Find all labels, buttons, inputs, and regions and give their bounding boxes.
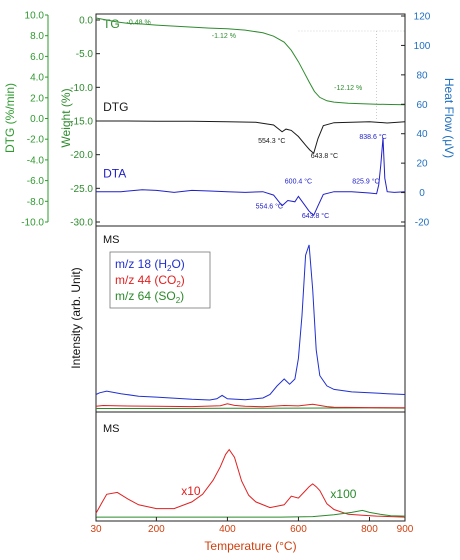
so2-scale-label: x100: [330, 487, 356, 501]
top-panel-frame: [95, 13, 406, 227]
dtg-tick-label: -6.0: [27, 176, 45, 187]
ms-legend: m/z 18 (H2O)m/z 44 (CO2)m/z 64 (SO2): [109, 251, 211, 309]
ms-co2-series: [95, 403, 406, 409]
heatflow-tick-label: -20: [415, 218, 430, 229]
x-tick-label: 30: [90, 524, 102, 535]
x-tick-label: 200: [148, 524, 165, 535]
co2-scale-label: x10: [181, 484, 201, 498]
dtg-series: [96, 120, 406, 155]
middle-panel-title: MS: [103, 234, 120, 246]
heatflow-tick-label: 20: [416, 159, 428, 170]
ms-y-axis-label: Intensity (arb. Unit): [69, 267, 83, 368]
legend-entry: m/z 44 (CO2): [115, 273, 185, 289]
heatflow-tick-label: 0: [419, 188, 425, 199]
heatflow-tick-label: 60: [416, 100, 428, 111]
heatflow-tick-label: 80: [416, 70, 428, 81]
weight-tick-label: 0.0: [79, 16, 93, 27]
ms-h2o-series: [95, 244, 406, 401]
peak-annotation: -12.12 %: [334, 85, 362, 92]
weight-tick-label: -25.0: [70, 184, 93, 195]
dtg-tick-label: -4.0: [27, 155, 45, 166]
x-tick-label: 900: [397, 524, 414, 535]
weight-tick-label: -10.0: [70, 83, 93, 94]
legend-entry: m/z 64 (SO2): [115, 289, 184, 305]
dtg-tick-label: 6.0: [30, 52, 44, 63]
dtg-tick-label: 8.0: [30, 31, 44, 42]
x-tick-label: 400: [219, 524, 236, 535]
bottom-panel-frame: [95, 411, 406, 522]
tg-label: TG: [103, 17, 120, 31]
weight-tick-label: -5.0: [76, 49, 94, 60]
dtg-axis-label: DTG (%/min): [3, 83, 17, 153]
dtg-tick-label: -2.0: [27, 135, 45, 146]
dta-series: [96, 137, 406, 217]
peak-annotation: 554.3 °C: [258, 137, 285, 145]
dtg-tick-label: 4.0: [30, 73, 44, 84]
bottom-panel-title: MS: [103, 423, 120, 435]
ms-so2-x100-series: [96, 509, 406, 518]
x-axis-label: Temperature (°C): [204, 539, 296, 553]
x-tick-label: 800: [361, 524, 378, 535]
weight-tick-label: -15.0: [70, 117, 93, 128]
peak-annotation: -1.12 %: [212, 33, 236, 40]
peak-annotation: 643.8 °C: [302, 212, 329, 220]
peak-annotation: -0.48 %: [127, 20, 151, 27]
heatflow-tick-label: 40: [416, 129, 428, 140]
peak-annotation: 643.8 °C: [311, 152, 338, 160]
ms-so2-series: [96, 407, 406, 409]
dtg-tick-label: -10.0: [21, 218, 44, 229]
heatflow-axis-label: Heat Flow (μV): [442, 78, 456, 158]
heatflow-tick-label: 100: [414, 41, 431, 52]
dtg-tick-label: -8.0: [27, 197, 45, 208]
peak-annotation: 600.4 °C: [285, 178, 312, 186]
x-tick-label: 600: [290, 524, 307, 535]
heatflow-tick-label: 120: [414, 12, 431, 23]
dtg-tick-label: 2.0: [30, 93, 44, 104]
peak-annotation: 554.6 °C: [256, 203, 283, 211]
dta-label: DTA: [103, 167, 126, 181]
weight-tick-label: -20.0: [70, 150, 93, 161]
tg-series: [95, 17, 406, 106]
legend-entry: m/z 18 (H2O): [115, 257, 185, 273]
dtg-label: DTG: [103, 100, 128, 114]
legend-box: [109, 251, 211, 309]
dtg-tick-label: 10.0: [25, 11, 45, 22]
weight-tick-label: -30.0: [70, 218, 93, 229]
peak-annotation: 838.6 °C: [359, 133, 386, 141]
peak-annotation: 825.9 °C: [352, 178, 379, 186]
dtg-tick-label: 0.0: [30, 114, 44, 125]
ms-co2-x10-series: [95, 448, 406, 518]
weight-axis-label: Weight (%): [59, 88, 73, 147]
